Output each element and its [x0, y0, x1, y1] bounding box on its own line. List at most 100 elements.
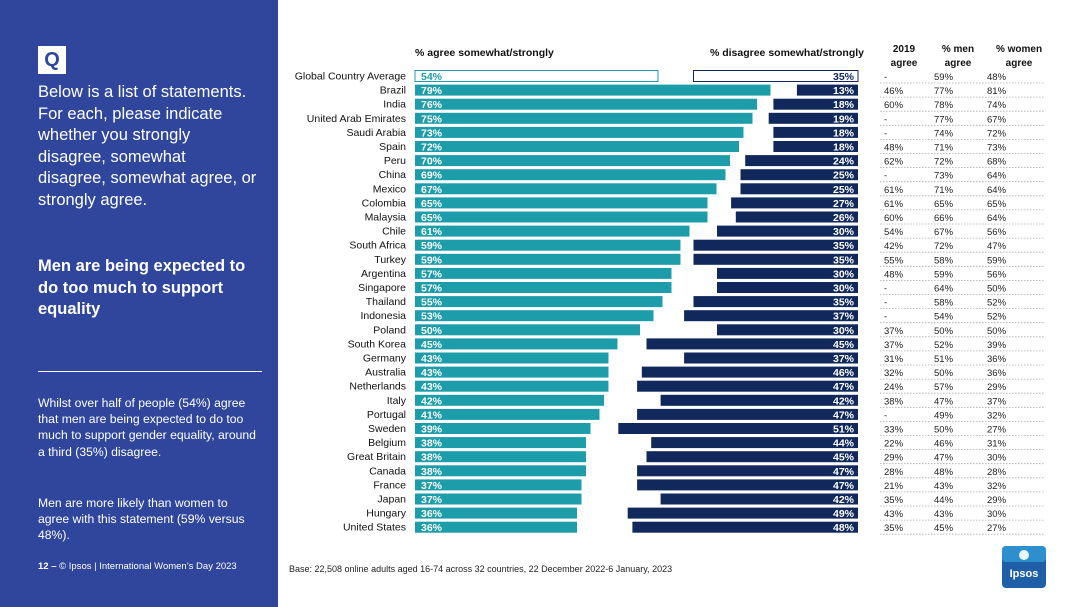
agree-bar — [415, 267, 672, 279]
disagree-bar — [693, 70, 859, 82]
disagree-value-label: 18% — [833, 99, 855, 111]
disagree-bar — [773, 126, 858, 138]
agree-value-label: 38% — [421, 438, 443, 450]
agree-bar — [414, 70, 659, 82]
agree-bar — [415, 253, 681, 265]
disagree-value-label: 47% — [833, 381, 855, 393]
men-agree-cell: 45% — [934, 523, 954, 534]
col-header-men-line-2: agree — [945, 58, 972, 69]
col-header-2019-line-1: 2019 — [893, 44, 916, 55]
men-agree-cell: 57% — [934, 382, 954, 393]
women-agree-cell: 48% — [987, 72, 1007, 83]
disagree-value-label: 46% — [833, 367, 855, 379]
agree-bar — [415, 437, 586, 449]
agree-value-label: 41% — [421, 409, 443, 421]
disagree-bar — [684, 310, 858, 322]
men-agree-cell: 46% — [934, 439, 954, 450]
disagree-value-label: 48% — [833, 522, 855, 534]
disagree-bar — [717, 267, 858, 279]
disagree-value-label: 27% — [833, 198, 855, 210]
women-agree-cell: 27% — [987, 425, 1007, 436]
women-agree-cell: 47% — [987, 241, 1007, 252]
country-label: Global Country Average — [295, 71, 406, 83]
disagree-bar — [651, 437, 858, 449]
agree-value-label: 59% — [421, 254, 443, 266]
disagree-value-label: 35% — [833, 297, 855, 309]
country-label: Belgium — [368, 437, 406, 449]
agree-value-label: 54% — [421, 71, 443, 83]
women-agree-cell: 81% — [987, 86, 1007, 97]
disagree-bar — [637, 380, 858, 392]
statement-headline: Men are being expected to do too much to… — [38, 257, 246, 319]
country-label: Indonesia — [360, 310, 406, 322]
men-agree-cell: 54% — [934, 312, 954, 323]
disagree-value-label: 35% — [833, 240, 855, 252]
disagree-bar — [693, 239, 858, 251]
agree-value-label: 55% — [421, 297, 443, 309]
agree-value-label: 38% — [421, 452, 443, 464]
women-agree-cell: 56% — [987, 269, 1007, 280]
men-agree-cell: 51% — [934, 354, 954, 365]
agree-value-label: 38% — [421, 466, 443, 478]
men-agree-cell: 50% — [934, 425, 954, 436]
women-agree-cell: 50% — [987, 326, 1007, 337]
agree-bar — [415, 225, 690, 237]
agree-header: % agree somewhat/strongly — [415, 47, 554, 59]
disagree-bar — [684, 352, 858, 364]
base-note: Base: 22,508 online adults aged 16-74 ac… — [289, 564, 673, 574]
ipsos-logo — [1002, 546, 1046, 588]
agree-value-label: 61% — [421, 226, 443, 238]
disagree-value-label: 42% — [833, 494, 855, 506]
disagree-bar — [773, 98, 858, 110]
women-agree-cell: 30% — [987, 509, 1007, 520]
agree-2019-cell: 38% — [884, 396, 904, 407]
agree-2019-cell: - — [884, 312, 887, 323]
country-label: Japan — [377, 494, 406, 506]
country-label: Germany — [363, 353, 407, 365]
agree-2019-cell: 37% — [884, 340, 904, 351]
disagree-bar — [735, 211, 858, 223]
agree-2019-cell: - — [884, 128, 887, 139]
men-agree-cell: 77% — [934, 86, 954, 97]
agree-2019-cell: 60% — [884, 213, 904, 224]
agree-2019-cell: 43% — [884, 509, 904, 520]
agree-2019-cell: 28% — [884, 467, 904, 478]
agree-2019-cell: 32% — [884, 368, 904, 379]
question-text: Below is a list of statements. For each,… — [38, 83, 257, 209]
disagree-value-label: 13% — [833, 85, 855, 97]
disagree-bar — [646, 451, 858, 463]
agree-value-label: 42% — [421, 395, 443, 407]
agree-2019-cell: - — [884, 284, 887, 295]
agree-2019-cell: 35% — [884, 495, 904, 506]
agree-2019-cell: 48% — [884, 269, 904, 280]
agree-bar — [415, 98, 757, 110]
agree-2019-cell: 35% — [884, 523, 904, 534]
country-label: Brazil — [380, 85, 406, 97]
country-label: United States — [343, 522, 406, 534]
agree-2019-cell: 42% — [884, 241, 904, 252]
country-label: Netherlands — [349, 381, 406, 393]
men-agree-cell: 72% — [934, 241, 954, 252]
men-agree-cell: 67% — [934, 227, 954, 238]
country-label: China — [379, 169, 407, 181]
agree-bar — [415, 352, 609, 364]
agree-2019-cell: - — [884, 298, 887, 309]
country-label: United Arab Emirates — [307, 113, 406, 125]
country-label: Spain — [379, 141, 406, 153]
agree-value-label: 37% — [421, 494, 443, 506]
agree-bar — [415, 479, 582, 491]
disagree-value-label: 25% — [833, 184, 855, 196]
disagree-value-label: 26% — [833, 212, 855, 224]
col-header-2019-line-2: agree — [891, 58, 918, 69]
disagree-bar — [693, 253, 858, 265]
country-label: Thailand — [366, 296, 406, 308]
agree-2019-cell: 54% — [884, 227, 904, 238]
disagree-bar — [773, 141, 858, 152]
disagree-bar — [627, 507, 858, 519]
disagree-bar — [618, 423, 858, 434]
agree-2019-cell: 55% — [884, 255, 904, 266]
agree-bar — [415, 84, 771, 96]
disagree-bar — [660, 493, 858, 505]
agree-bar — [415, 155, 730, 167]
disagree-value-label: 37% — [833, 311, 855, 323]
